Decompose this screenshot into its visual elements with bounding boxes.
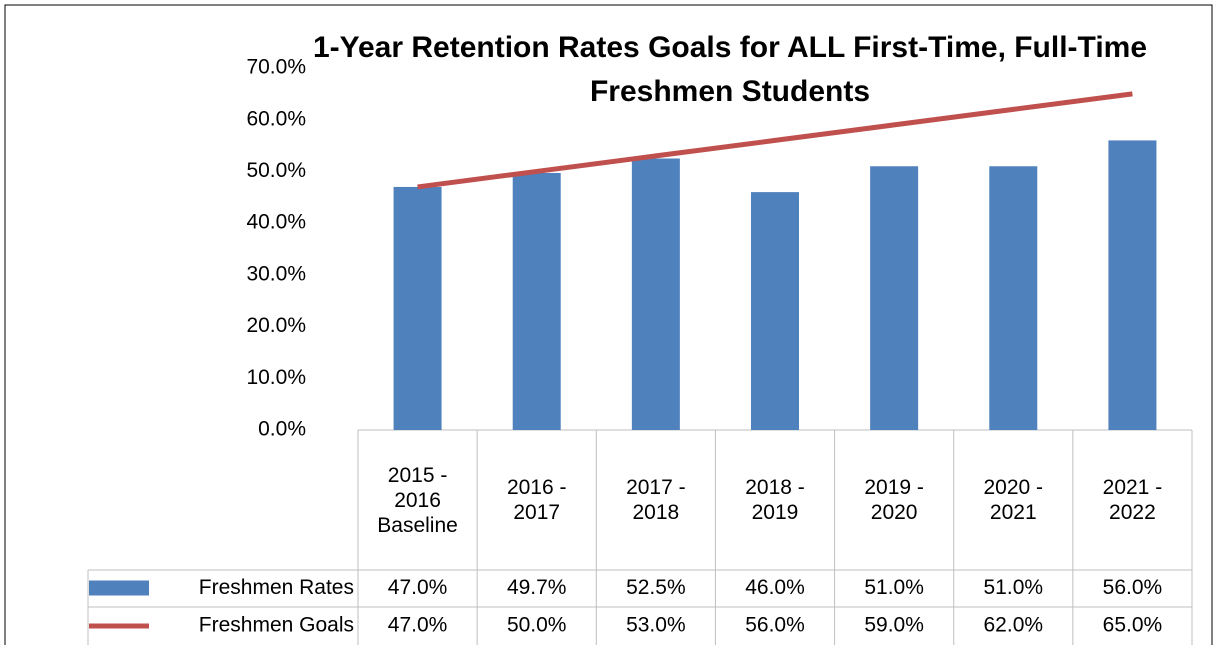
x-tick-label-box: 2018 - 2019 [745,476,805,524]
x-tick-label: 2019 - 2020 [864,476,924,524]
bar [1108,140,1157,430]
data-label: 51.0% [984,576,1044,599]
data-label: 59.0% [864,614,924,637]
data-label: 50.0% [507,614,567,637]
bar [512,172,561,431]
y-tick-label: 60.0% [246,107,306,130]
chart-title: 1-Year Retention Rates Goals for ALL Fir… [312,31,1148,108]
data-label: 46.0% [745,576,805,599]
y-tick-label: 30.0% [246,262,306,285]
legend-label: Freshmen Goals [199,614,354,637]
data-label: 62.0% [984,614,1044,637]
x-tick-label: 2015 - 2016 Baseline [377,463,458,537]
y-tick-label: 40.0% [246,211,306,234]
legend-swatch [89,580,149,596]
y-tick-label: 50.0% [246,159,306,182]
data-label: 65.0% [1103,614,1163,637]
y-tick-label: 70.0% [246,56,306,79]
x-tick-label-box: 2017 - 2018 [626,476,686,524]
data-label: 47.0% [388,576,448,599]
bar [393,186,442,430]
x-tick-label-box: 2021 - 2022 [1102,476,1163,524]
data-label: 56.0% [1103,576,1163,599]
x-tick-label: 2017 - 2018 [626,476,686,524]
x-tick-label: 2021 - 2022 [1102,476,1163,524]
x-tick-label-box: 2020 - 2021 [983,476,1044,524]
x-tick-label-box: 2019 - 2020 [864,476,924,524]
y-tick-label: 0.0% [258,418,306,441]
data-label: 56.0% [745,614,805,637]
bar [751,192,799,430]
line [417,91,1133,190]
data-label: 53.0% [626,614,686,637]
data-label: 49.7% [507,576,567,599]
y-tick-label: 20.0% [246,314,306,337]
y-tick-label: 10.0% [246,366,306,389]
bar [989,166,1038,430]
data-label: 52.5% [626,576,686,599]
legend-label: Freshmen Rates [199,576,354,599]
x-tick-label: 2018 - 2019 [745,476,805,524]
bar [870,166,919,430]
chart-title-box: 1-Year Retention Rates Goals for ALL Fir… [312,31,1148,108]
x-tick-label-box: 2015 - 2016 Baseline [377,463,458,537]
x-tick-label-box: 2016 - 2017 [506,476,567,524]
x-tick-label: 2016 - 2017 [506,476,567,524]
x-tick-label: 2020 - 2021 [983,476,1044,524]
bar [631,158,680,430]
chart-border [4,4,1213,645]
data-label: 47.0% [388,614,448,637]
data-label: 51.0% [864,576,924,599]
